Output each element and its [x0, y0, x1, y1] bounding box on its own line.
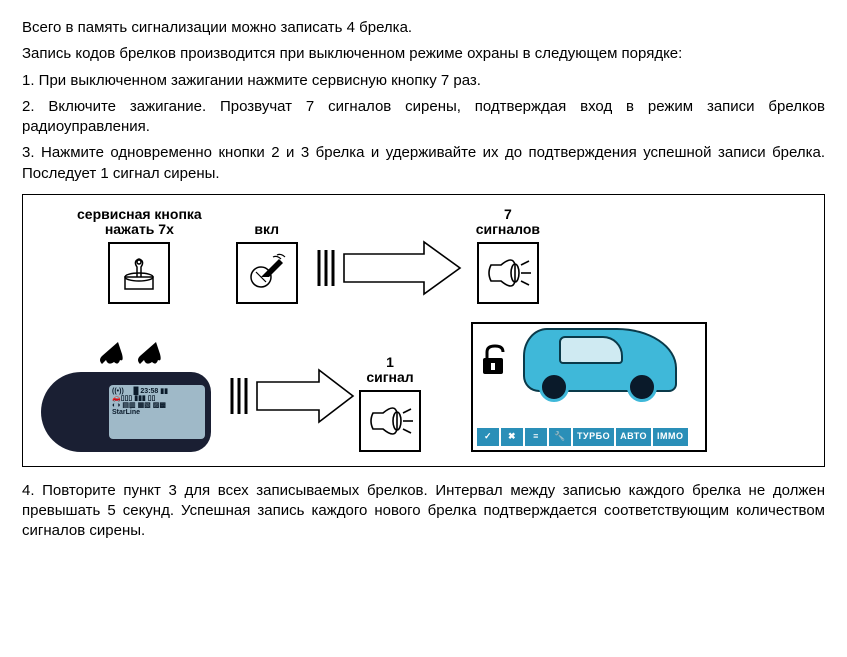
- tag-wrench-icon: 🔧: [549, 428, 571, 446]
- step-1: 1. При выключенном зажигании нажмите сер…: [22, 71, 825, 91]
- tag-turbo: ТУРБО: [573, 428, 614, 446]
- service-button-label-2: нажать 7x: [105, 221, 174, 237]
- siren7-label-2: сигналов: [476, 221, 540, 237]
- intro-2: Запись кодов брелков производится при вы…: [22, 44, 825, 64]
- fob-lcd-screen: ((•)) █ 23:58 ▮▮ 🚗▯▯▯ ▮▮▮ ▯▯ ◐◑ ▤▥ ▦▧ ▨▩…: [109, 385, 205, 439]
- step-3: 3. Нажмите одновременно кнопки 2 и 3 бре…: [22, 143, 825, 184]
- diagram-row-1: сервисная кнопка нажать 7x вкл: [37, 207, 810, 304]
- procedure-diagram: сервисная кнопка нажать 7x вкл: [22, 194, 825, 467]
- arrow-2: [221, 364, 355, 428]
- ignition-label: вкл: [254, 222, 279, 237]
- service-button-icon: [108, 242, 170, 304]
- status-tag-bar: ✓ ✖ ≡ 🔧 ТУРБО АВТО IMMO: [477, 428, 701, 446]
- tag-auto: АВТО: [616, 428, 651, 446]
- siren1-label-1: 1: [386, 354, 394, 370]
- siren7-label-1: 7: [504, 206, 512, 222]
- press-hands-icon: [88, 338, 164, 376]
- diagram-row-2: ((•)) █ 23:58 ▮▮ 🚗▯▯▯ ▮▮▮ ▯▯ ◐◑ ▤▥ ▦▧ ▨▩…: [37, 322, 810, 452]
- tag-immo: IMMO: [653, 428, 688, 446]
- service-button-label-1: сервисная кнопка: [77, 206, 202, 222]
- intro-1: Всего в память сигнализации можно записа…: [22, 18, 825, 38]
- step-2: 2. Включите зажигание. Прозвучат 7 сигна…: [22, 97, 825, 138]
- tag-check-icon: ✓: [477, 428, 499, 446]
- car-display-panel: ✓ ✖ ≡ 🔧 ТУРБО АВТО IMMO: [471, 322, 707, 452]
- siren1-label-2: сигнал: [366, 369, 413, 385]
- ignition-on-icon: [236, 242, 298, 304]
- siren-1-icon: [359, 390, 421, 452]
- siren-7-icon: [477, 242, 539, 304]
- step-4: 4. Повторите пункт 3 для всех записываем…: [22, 481, 825, 542]
- remote-fob-icon: ((•)) █ 23:58 ▮▮ 🚗▯▯▯ ▮▮▮ ▯▯ ◐◑ ▤▥ ▦▧ ▨▩…: [41, 372, 211, 452]
- arrow-1: [308, 236, 462, 300]
- unlock-icon: [477, 342, 513, 378]
- tag-tools-icon: ✖: [501, 428, 523, 446]
- tag-bars-icon: ≡: [525, 428, 547, 446]
- car-icon: [513, 328, 677, 392]
